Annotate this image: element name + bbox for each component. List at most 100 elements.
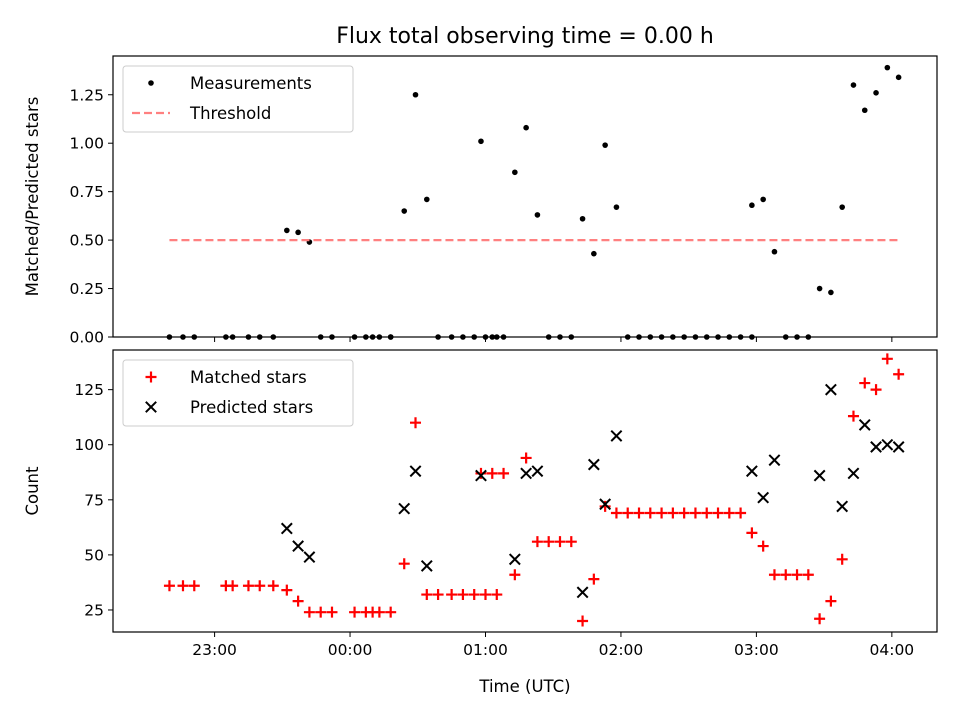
predicted-stars-point (576, 586, 589, 599)
matched-stars-point (410, 417, 422, 429)
predicted-stars-point (610, 430, 623, 442)
matched-stars-point (723, 507, 735, 519)
predicted-stars-point (280, 522, 293, 535)
measurement-point (412, 91, 419, 98)
predicted-stars-point (881, 438, 894, 451)
measurement-point (602, 142, 608, 148)
matched-stars-point (498, 467, 510, 479)
x-tick-label: 00:00 (328, 641, 373, 659)
matched-stars-point (188, 580, 200, 592)
matched-stars-point (859, 377, 871, 389)
matched-stars-point (468, 589, 480, 601)
legend-box (122, 359, 354, 427)
matched-stars-point (242, 580, 254, 592)
predicted-stars-point (892, 441, 905, 453)
legend-label: Threshold (189, 104, 271, 123)
matched-stars-point (177, 580, 189, 592)
matched-stars-point (870, 384, 882, 396)
matched-stars-point (656, 507, 668, 519)
matched-stars-point (349, 606, 361, 618)
matched-stars-point (768, 569, 780, 581)
legend-marker (148, 80, 154, 86)
matched-stars-point (667, 507, 679, 519)
y-tick-label: 0.50 (69, 232, 104, 250)
matched-stars-point (735, 507, 747, 519)
matched-stars-point (565, 536, 577, 548)
predicted-stars-point (508, 553, 521, 566)
matched-stars-point (746, 527, 758, 539)
predicted-stars-point (398, 502, 411, 515)
predicted-stars-point (475, 469, 487, 482)
predicted-stars-point (757, 491, 770, 504)
measurement-point (884, 64, 891, 71)
axes-frame (112, 349, 938, 633)
matched-stars-point (315, 606, 327, 618)
predicted-stars-point (858, 418, 871, 431)
matched-stars-point (689, 507, 701, 519)
matched-stars-point (622, 507, 634, 519)
measurement-point (850, 82, 857, 88)
matched-stars-point (610, 507, 622, 519)
measurement-point (295, 229, 301, 236)
predicted-stars-point (824, 383, 837, 396)
matched-stars-point (398, 558, 410, 570)
matched-stars-point (520, 452, 532, 464)
measurement-point (771, 248, 778, 255)
top-axes: 0.00 0.25 0.50 0.75 1.00 1.25 Matched/Predicte… (23, 55, 938, 347)
legend-label: Predicted stars (190, 398, 313, 417)
y-tick-label: 1.25 (69, 86, 104, 104)
measurement-point (839, 204, 845, 210)
matched-stars-point (577, 615, 589, 627)
matched-stars-point (509, 569, 521, 581)
matched-stars-point (599, 500, 611, 512)
y-tick-label: 25 (84, 601, 104, 619)
matched-stars-point (326, 606, 338, 618)
legend-label: Matched stars (190, 368, 307, 387)
x-tick-label: 02:00 (599, 641, 644, 659)
y-tick-label: 0.75 (69, 183, 104, 201)
matched-stars-point (254, 580, 266, 592)
predicted-stars-point (531, 465, 544, 478)
measurement-point (760, 196, 766, 203)
predicted-stars-point (420, 559, 433, 572)
matched-stars-point (780, 569, 792, 581)
measurement-point (423, 196, 430, 203)
matched-stars-point (491, 589, 503, 601)
matched-stars-point (373, 606, 385, 618)
y-tick-label: 75 (84, 491, 104, 509)
measurement-point (816, 285, 823, 292)
y-tick-label: 125 (74, 381, 104, 399)
x-tick-label: 23:00 (192, 641, 237, 659)
matched-stars-point (475, 467, 487, 479)
matched-stars-point (432, 589, 444, 601)
predicted-stars-point (768, 454, 781, 467)
y-tick-label: 50 (84, 546, 104, 564)
x-tick-label: 03:00 (734, 641, 779, 659)
x-tick-label: 01:00 (463, 641, 508, 659)
measurement-point (512, 169, 518, 176)
chart-title: Flux total observing time = 0.00 h (336, 24, 714, 49)
matched-stars-point (163, 580, 175, 592)
legend-box (122, 65, 354, 133)
measurement-point (579, 215, 586, 222)
matched-stars-point (281, 584, 293, 596)
y-tick-label: 100 (74, 436, 104, 454)
predicted-stars-point (599, 498, 612, 511)
predicted-stars-point (587, 458, 600, 471)
matched-stars-point (802, 569, 814, 581)
measurement-point (523, 124, 529, 131)
predicted-stars-point (520, 467, 533, 480)
matched-stars-point (227, 580, 239, 592)
matched-stars-point (588, 573, 600, 585)
predicted-stars-point (813, 469, 826, 482)
bottom-axes: 23:00 00:00 01:00 02:00 03:00 04:00 25 50 75 100 1… (23, 349, 938, 696)
matched-stars-point (814, 613, 826, 625)
matched-stars-point (836, 553, 848, 565)
matched-stars-point (678, 507, 690, 519)
matched-stars-point (486, 467, 498, 479)
predicted-stars-point (836, 500, 849, 513)
measurement-point (591, 250, 597, 257)
predicted-stars-point (870, 441, 882, 453)
x-tick-label: 04:00 (870, 641, 915, 659)
measurement-point (534, 212, 541, 218)
